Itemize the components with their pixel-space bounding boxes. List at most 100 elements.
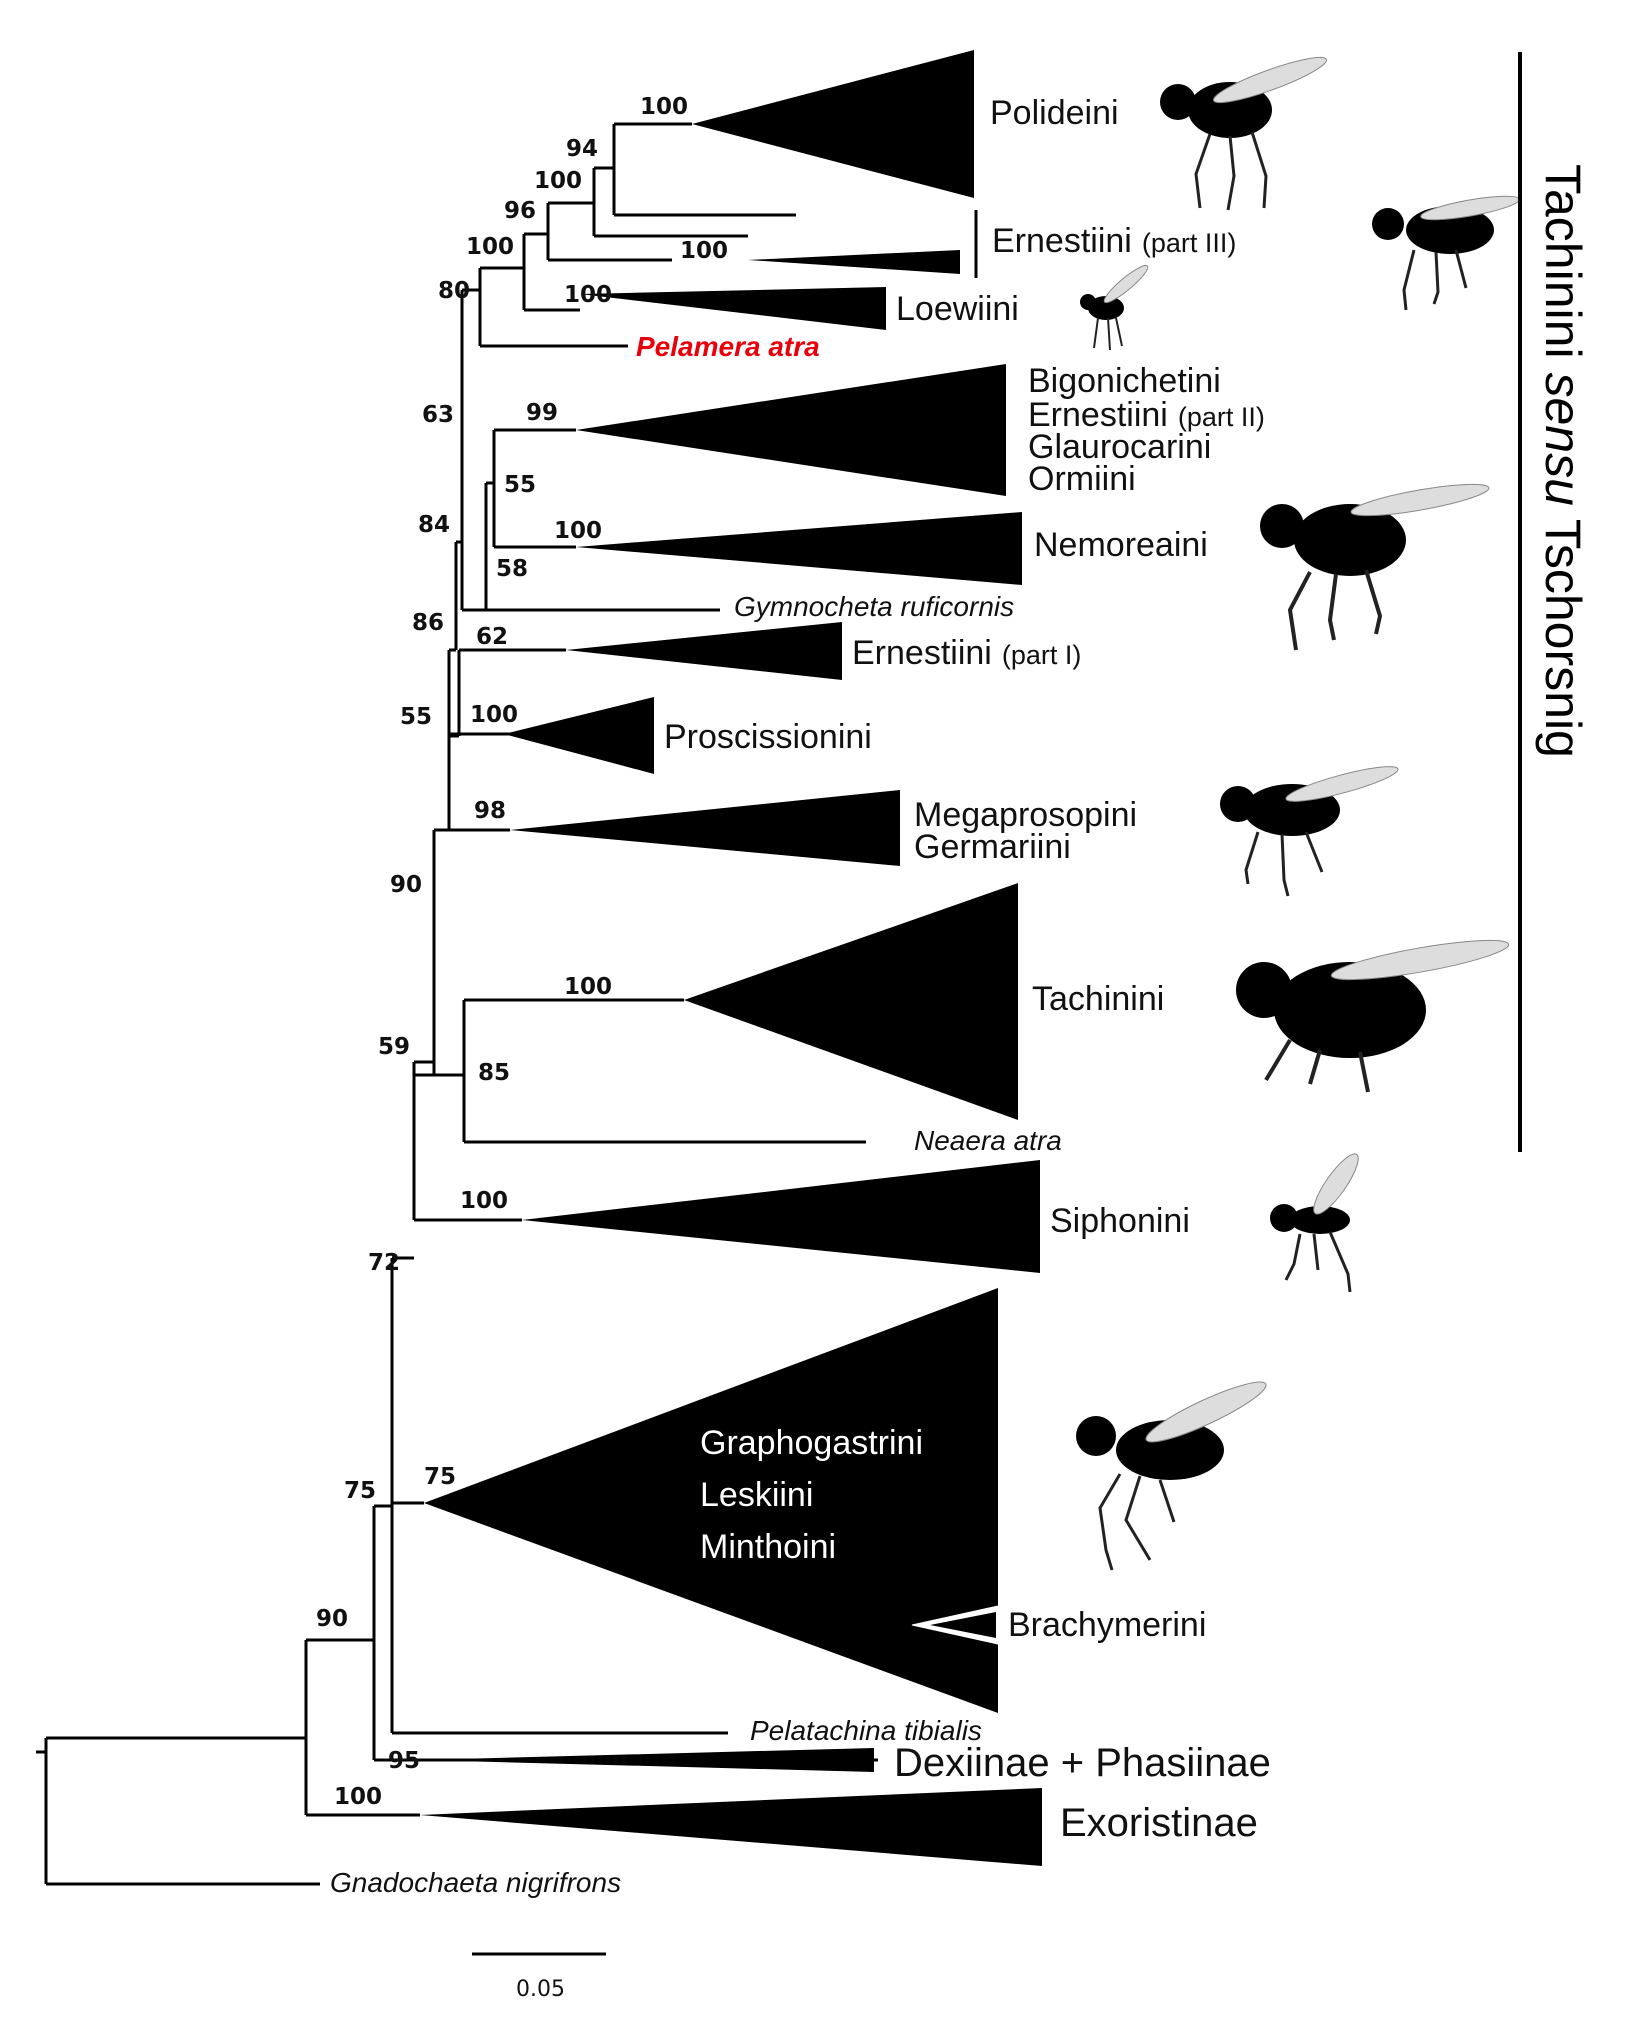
fly-graphogastrini-icon <box>1076 1381 1267 1571</box>
clade-tachinini <box>684 883 1018 1120</box>
label-brachymerini: Brachymerini <box>1008 1606 1206 1644</box>
scale-bar-label: 0.05 <box>516 1977 565 2002</box>
support-n58: 58 <box>496 556 528 582</box>
support-n63: 63 <box>422 402 454 428</box>
support-exoristinae: 100 <box>334 1784 382 1810</box>
label-ernestiini-part3-part: (part III) <box>1142 228 1237 258</box>
clade-siphonini <box>522 1160 1040 1273</box>
bracket-suffix: Tschorsnig <box>1535 506 1591 758</box>
support-values: 100 94 100 96 100 100 100 80 63 99 55 10… <box>316 94 728 1810</box>
root-branch <box>36 1736 320 1886</box>
tree-branches <box>36 122 878 1886</box>
support-n86: 86 <box>412 610 444 636</box>
taxon-gymnocheta-ruficornis: Gymnocheta ruficornis <box>734 591 1014 622</box>
support-n72: 72 <box>368 1250 400 1276</box>
label-nemoreaini: Nemoreaini <box>1034 526 1208 564</box>
clade-ernestiini-part3 <box>748 250 960 274</box>
label-ernestiini-part1-name: Ernestiini <box>852 634 992 672</box>
branch-node-58 <box>486 428 576 549</box>
support-n90b: 90 <box>316 1606 348 1632</box>
fly-tachinini-icon <box>1236 939 1510 1093</box>
support-n96: 96 <box>504 198 536 224</box>
taxon-gnadochaeta-nigrifrons: Gnadochaeta nigrifrons <box>330 1867 621 1898</box>
branch-node-63 <box>456 290 720 612</box>
clade-graphogastrini-group <box>424 1288 998 1713</box>
branch-node-80 <box>462 268 628 348</box>
support-n85: 85 <box>478 1060 510 1086</box>
support-n55b: 55 <box>400 704 432 730</box>
label-graphogastrini: Graphogastrini <box>700 1424 923 1462</box>
label-ernestiini-part2: Ernestiini (part II) <box>1028 396 1265 434</box>
support-n100b: 100 <box>466 234 514 260</box>
label-proscissionini: Proscissionini <box>664 718 872 756</box>
label-dexiinae-phasiinae: Dexiinae + Phasiinae <box>894 1741 1271 1785</box>
scale-bar: 0.05 <box>472 1952 606 2002</box>
bracket-prefix: Tachinini <box>1535 164 1591 372</box>
label-leskiini: Leskiini <box>700 1476 813 1514</box>
support-nemoreaini: 100 <box>554 518 602 544</box>
label-megaprosopini: Megaprosopini <box>914 796 1137 834</box>
branch-node-100b <box>480 234 580 312</box>
support-megaprosopini: 98 <box>474 798 506 824</box>
label-minthoini: Minthoini <box>700 1528 836 1566</box>
branch-node-59 <box>392 1062 522 1505</box>
support-bigonichetini: 99 <box>526 400 558 426</box>
taxon-pelamera-atra: Pelamera atra <box>636 331 820 362</box>
collapsed-clades <box>420 50 1042 1866</box>
clade-bigonichetini-group <box>576 364 1006 496</box>
clade-loewiini <box>580 287 886 330</box>
taxon-neaera-atra: Neaera atra <box>914 1125 1062 1156</box>
branch-node-96 <box>524 203 672 262</box>
label-ernestiini-part3-name: Ernestiini <box>992 222 1132 260</box>
branch-node-72 <box>390 1258 728 1735</box>
support-n94: 94 <box>566 136 598 162</box>
label-ormiini: Ormiini <box>1028 460 1136 498</box>
fly-ernestiini-icon <box>1372 195 1520 311</box>
support-n90a: 90 <box>390 872 422 898</box>
taxon-pelatachina-tibialis: Pelatachina tibialis <box>750 1715 982 1746</box>
label-ernestiini-part1: Ernestiini (part I) <box>852 634 1081 672</box>
clade-exoristinae <box>420 1788 1042 1866</box>
support-n75a: 75 <box>424 1464 456 1490</box>
label-ernestiini-part2-name: Ernestiini <box>1028 396 1168 434</box>
label-siphonini: Siphonini <box>1050 1202 1190 1240</box>
fly-polideini-icon <box>1160 56 1327 211</box>
clade-brachymerini-inner <box>930 1612 996 1638</box>
support-n59: 59 <box>378 1034 410 1060</box>
fly-megaprosopini-icon <box>1220 766 1399 897</box>
clade-labels: Polideini Ernestiini (part III) Loewiini … <box>664 94 1271 1845</box>
branch-node-84 <box>449 542 566 736</box>
label-bigonichetini: Bigonichetini <box>1028 362 1221 400</box>
label-germariini: Germariini <box>914 828 1071 866</box>
clade-nemoreaini <box>576 512 1022 585</box>
branch-node-86 <box>449 648 566 738</box>
support-tachinini: 100 <box>564 974 612 1000</box>
fly-nemoreaini-icon <box>1260 483 1490 651</box>
support-proscissionini: 100 <box>470 702 518 728</box>
label-tachinini: Tachinini <box>1032 980 1164 1018</box>
label-ernestiini-part2-part: (part II) <box>1178 402 1265 432</box>
clade-dexiinae-phasiinae <box>420 1748 874 1772</box>
label-ernestiini-part3: Ernestiini (part III) <box>992 222 1236 260</box>
clade-polideini <box>692 50 974 198</box>
bracket-italic: sensu <box>1535 372 1591 505</box>
clade-ernestiini-part1 <box>566 622 842 680</box>
support-polideini: 100 <box>640 94 688 120</box>
label-polideini: Polideini <box>990 94 1119 132</box>
branch-node-90b <box>304 1638 420 1817</box>
branch-node-90a <box>414 828 464 1077</box>
taxon-labels: Pelamera atra Gymnocheta ruficornis Neae… <box>330 331 1062 1898</box>
support-n55a: 55 <box>504 472 536 498</box>
branch-node-94 <box>594 122 796 217</box>
fly-illustrations <box>1076 56 1520 1571</box>
support-ernestiini-3: 100 <box>680 238 728 264</box>
support-n75b: 75 <box>344 1478 376 1504</box>
label-ernestiini-part1-part: (part I) <box>1002 640 1082 670</box>
support-siphonini: 100 <box>460 1188 508 1214</box>
support-n100a: 100 <box>534 168 582 194</box>
support-n84: 84 <box>418 512 450 538</box>
clade-megaprosopini-germariini <box>510 790 900 866</box>
fly-siphonini-icon <box>1270 1153 1359 1293</box>
support-n95: 95 <box>388 1748 420 1774</box>
